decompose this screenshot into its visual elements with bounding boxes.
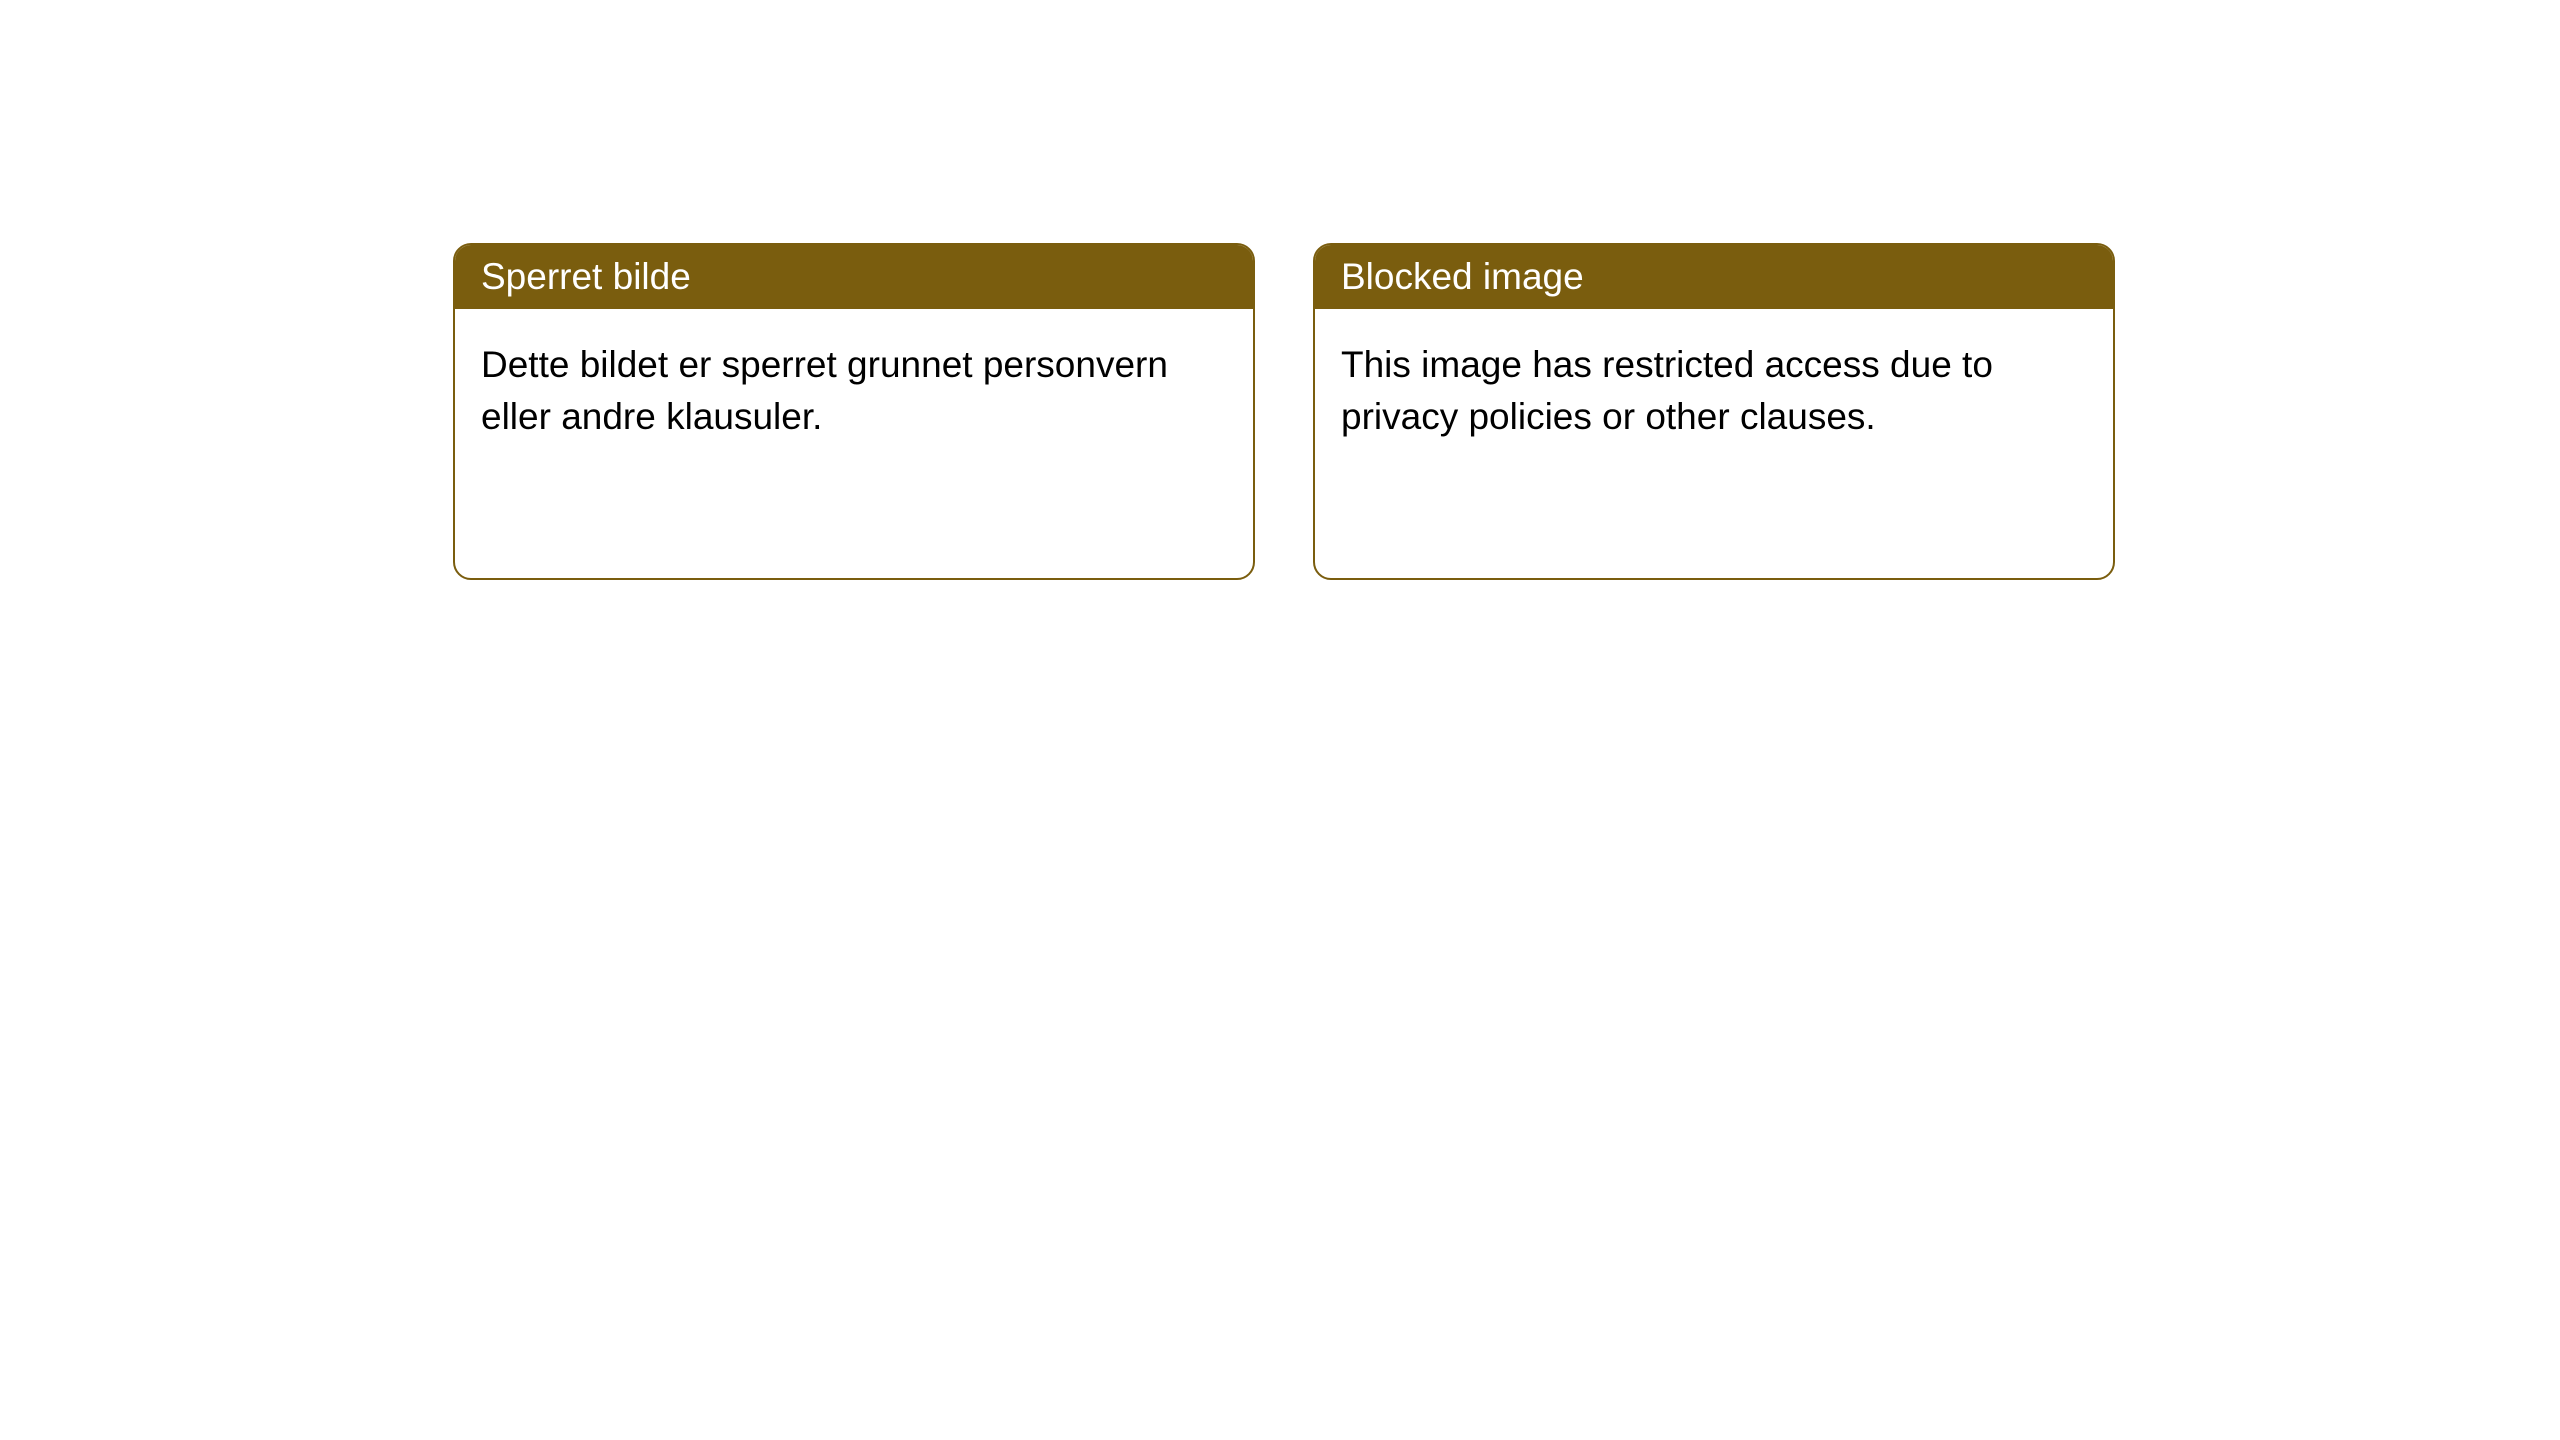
notice-title: Blocked image [1341, 256, 1584, 297]
notice-header: Blocked image [1315, 245, 2113, 309]
notice-body-text: Dette bildet er sperret grunnet personve… [481, 344, 1168, 437]
notice-header: Sperret bilde [455, 245, 1253, 309]
notice-body: Dette bildet er sperret grunnet personve… [455, 309, 1253, 473]
notice-card-norwegian: Sperret bilde Dette bildet er sperret gr… [453, 243, 1255, 580]
notice-container: Sperret bilde Dette bildet er sperret gr… [0, 0, 2560, 580]
notice-body-text: This image has restricted access due to … [1341, 344, 1993, 437]
notice-card-english: Blocked image This image has restricted … [1313, 243, 2115, 580]
notice-body: This image has restricted access due to … [1315, 309, 2113, 473]
notice-title: Sperret bilde [481, 256, 691, 297]
